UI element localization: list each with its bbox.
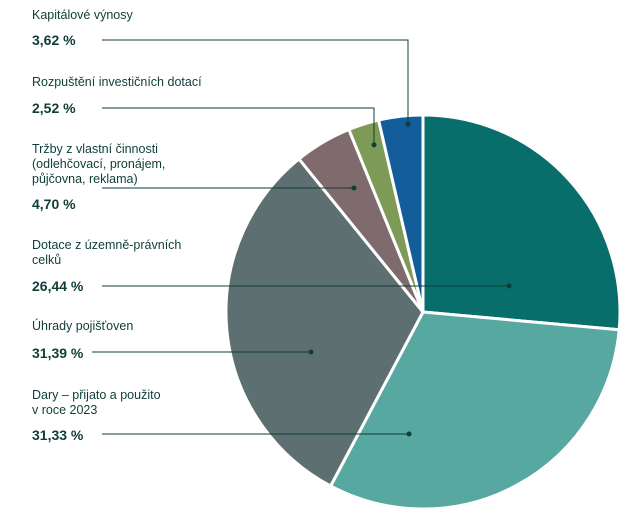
leader-lines: [92, 39, 512, 437]
legend-value-dary: 31,33 %: [32, 427, 84, 443]
pie-slice-kapitalove-vynosy: [377, 113, 425, 314]
pie-slice-dary: [329, 310, 621, 511]
leader-dot-trzby: [351, 185, 357, 191]
leader-dot-kapitalove-vynosy: [405, 121, 411, 127]
legend-value-kapitalove-vynosy: 3,62 %: [32, 32, 76, 48]
legend-label-dary: Dary – přijato a použito v roce 2023: [32, 388, 161, 417]
pie-slice-dotace-uzemne: [421, 113, 622, 332]
leader-dot-dary: [406, 431, 412, 437]
pie-slices: [224, 113, 622, 511]
legend-value-uhrady-pojistoven: 31,39 %: [32, 345, 84, 361]
leader-line-kapitalove-vynosy: [102, 39, 409, 125]
legend-label-rozpusteni-dotaci: Rozpuštění investičních dotací: [32, 75, 202, 89]
leader-dot-dotace-uzemne: [506, 283, 512, 289]
pie-slice-uhrady-pojistoven: [224, 157, 425, 488]
leader-dot-uhrady-pojistoven: [308, 349, 314, 355]
legend-label-kapitalove-vynosy: Kapitálové výnosy: [32, 8, 133, 22]
legend-value-rozpusteni-dotaci: 2,52 %: [32, 100, 76, 116]
legend-label-uhrady-pojistoven: Úhrady pojišťoven: [32, 319, 134, 333]
legend-label-trzby: Tržby z vlastní činnosti (odlehčovací, p…: [32, 142, 166, 186]
legend-value-dotace-uzemne: 26,44 %: [32, 278, 84, 294]
leader-dot-rozpusteni-dotaci: [371, 142, 377, 148]
legend-value-trzby: 4,70 %: [32, 196, 76, 212]
legend-label-dotace-uzemne: Dotace z územně-právních celků: [32, 238, 182, 267]
leader-line-rozpusteni-dotaci: [102, 107, 375, 145]
